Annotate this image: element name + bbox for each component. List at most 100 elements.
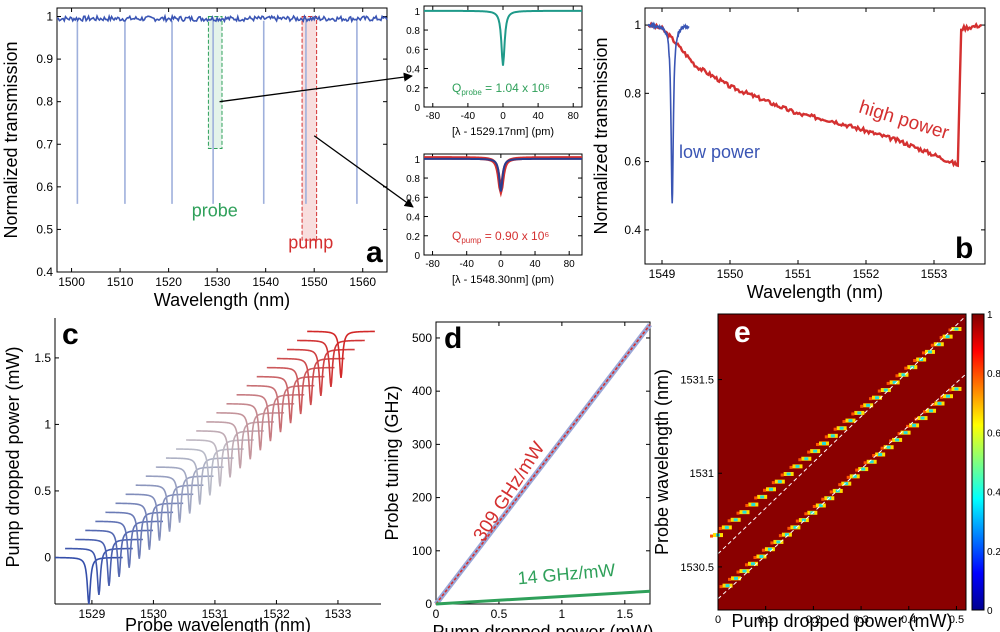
y-tick-label: 0 [425,597,432,611]
panel-d: 0 0.5 1 1.5 0 100 200 300 400 500 Pump dropped pow… [382,321,654,632]
x-tick-label: 1.5 [616,607,633,621]
sweep-trace [165,457,234,505]
axes-frame [717,313,967,611]
y-tick-label: 0.6 [36,180,53,194]
panel-label: b [955,232,973,265]
colorbar-tick-label: 0.6 [987,428,1000,439]
y-axis-label: Normalized transmission [591,37,611,234]
y-tick-label: 0.5 [36,222,53,236]
sweep-trace [54,556,123,605]
x-tick-label: 1550 [717,267,744,281]
axes-frame [423,153,583,256]
x-tick-label: 0 [715,614,721,626]
sweep-trace [155,466,224,514]
y-tick-label: 0.4 [624,223,641,237]
sweep-trace [75,538,143,587]
x-tick-label: 0 [433,607,440,621]
x-tick-label: 0.5 [491,607,508,621]
slope-label-14: 14 GHz/mW [517,560,616,588]
sweep-trace [95,520,164,568]
pump-annotation: pump [288,233,333,253]
panel-label: e [734,316,751,349]
x-tick-label: 0 [500,111,506,122]
y-tick-label: 0.9 [36,52,53,66]
x-tick-label: 1520 [155,275,182,289]
y-tick-label: 0.4 [406,213,420,224]
sweep-trace [65,547,133,596]
y-tick-label: 0.4 [406,65,420,76]
x-tick-label: 1531 [202,607,229,621]
probe-tuning-fit [435,324,651,605]
y-tick-label: 0.7 [36,137,53,151]
y-axis-label: Pump dropped power (mW) [3,346,23,567]
y-tick-label: 500 [412,331,432,345]
y-axis-label: Probe wavelength (nm) [652,369,672,555]
x-tick-label: 80 [564,259,576,270]
resonance-trace [423,9,583,66]
x-tick-label: 1551 [785,267,812,281]
x-tick-label: 0.3 [853,614,868,626]
x-axis-label: [λ - 1548.30nm] (pm) [452,274,554,286]
y-tick-label: 300 [412,437,432,451]
y-tick-label: 0.8 [36,95,53,109]
x-axis-label: Probe wavelength (nm) [125,615,311,632]
y-tick-label: 0.6 [624,155,641,169]
arrow-to-probe-inset [219,72,413,103]
panel-c: 1529 1530 1531 1532 1533 0 0.5 1 1.5 Probe wavele… [3,318,381,632]
y-tick-label: 200 [412,491,432,505]
low-power-trace [647,21,690,204]
sweep-trace [276,357,345,406]
x-tick-label: 0.4 [901,614,916,626]
sweep-trace [186,439,254,487]
panel-a-inset-probe: -80 -40 0 40 80 0 0.2 0.4 0.6 0.8 1 [λ - 1529.17nm]… [406,5,583,138]
sweep-trace [216,412,285,460]
x-tick-label: 1553 [921,267,948,281]
low-power-label: low power [679,142,760,162]
sweep-trace [176,448,244,496]
colorbar-tick-label: 0 [987,606,993,617]
x-tick-label: 1552 [853,267,880,281]
x-tick-label: 1560 [349,275,376,289]
high-power-label: high power [856,97,952,144]
sweep-trace [307,330,375,378]
sweep-trace [246,384,315,433]
high-power-trace [647,21,982,168]
secondary-tuning-data [435,589,651,606]
x-tick-label: 1510 [107,275,134,289]
sweep-trace [206,421,274,469]
y-axis-label: Normalized transmission [1,41,21,238]
panel-b: 1549 1550 1551 1552 1553 0.4 0.6 0.8 1 Wavelength… [591,7,986,302]
y-tick-label: 1 [414,155,420,166]
y-tick-label: 0.8 [406,174,420,185]
quality-factor-label: Qpump = 0.90 x 10⁶ [452,229,549,245]
x-tick-label: 1532 [263,607,290,621]
x-tick-label: 40 [533,111,545,122]
sweep-trace [105,511,174,559]
sweep-trace [287,348,355,397]
x-tick-label: 1 [559,607,566,621]
colorbar-tick-label: 0.4 [987,488,1000,499]
x-tick-label: -40 [461,111,476,122]
x-tick-label: 1530 [140,607,167,621]
y-tick-label: 1530.5 [680,562,714,574]
sweep-trace [256,375,325,424]
x-axis-label: Wavelength (nm) [747,282,883,302]
x-tick-label: -80 [426,111,441,122]
panel-e: 0 0.1 0.2 0.3 0.4 0.5 1530.5 1531 1531.5 Pump dro… [652,310,1000,631]
x-axis-label: Wavelength (nm) [154,290,290,310]
y-tick-label: 0 [414,251,420,262]
arrow-to-pump-inset [313,135,414,208]
x-tick-label: 1550 [301,275,328,289]
x-tick-label: 0.5 [949,614,964,626]
y-tick-label: 0.2 [406,84,420,95]
axes-frame [644,7,986,265]
x-tick-label: 1549 [649,267,676,281]
y-tick-label: 0.4 [36,265,53,279]
panel-a-inset-pump: -80 -40 0 40 80 0 0.2 0.4 0.6 0.8 1 [λ - 1548.30nm]… [406,153,583,286]
x-tick-label: 0 [498,259,504,270]
y-tick-label: 400 [412,384,432,398]
y-tick-label: 0 [44,550,51,564]
sweep-trace [125,493,194,541]
y-tick-label: 0.5 [34,484,51,498]
